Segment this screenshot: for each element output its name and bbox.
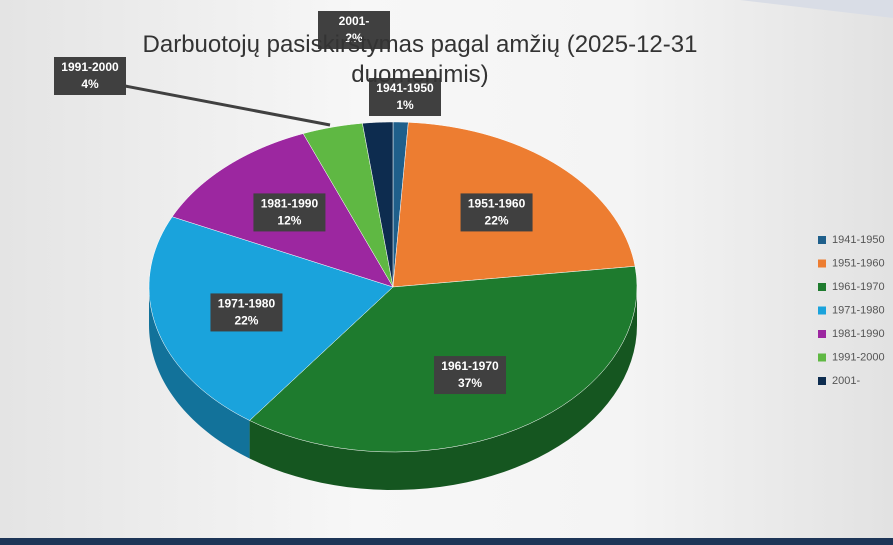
data-label-value: 22% — [234, 314, 258, 328]
data-label-value: 2% — [345, 31, 363, 45]
legend-swatch — [818, 353, 826, 362]
data-label-box — [253, 193, 326, 232]
data-label-category: 1971-1980 — [218, 297, 276, 311]
data-label-category: 1981-1990 — [261, 197, 319, 211]
legend-swatch — [818, 330, 826, 338]
data-label-value: 37% — [458, 376, 482, 390]
legend-swatch — [818, 377, 826, 385]
data-label-box — [318, 11, 390, 49]
data-label-category: 1951-1960 — [468, 197, 526, 211]
data-label-box — [460, 193, 533, 232]
corner-decoration — [740, 0, 893, 18]
legend-label: 1951-1960 — [832, 257, 885, 269]
legend-swatch — [818, 283, 826, 291]
data-label-box — [54, 57, 126, 95]
legend-label: 1981-1990 — [832, 328, 885, 340]
legend-swatch — [818, 306, 826, 315]
data-label-category: 1941-1950 — [376, 81, 434, 95]
data-label-box — [210, 293, 283, 332]
legend-label: 1961-1970 — [832, 281, 885, 293]
bottom-strip — [0, 538, 893, 545]
slice-side — [149, 287, 250, 459]
legend-label: 1971-1980 — [832, 304, 885, 316]
slice — [362, 121, 394, 288]
slice-side — [249, 287, 638, 490]
leader-line — [124, 84, 331, 127]
slice — [302, 123, 394, 288]
data-label-value: 12% — [277, 214, 301, 228]
data-label-value: 1% — [396, 98, 414, 112]
chart-title: Darbuotojų pasiskirstymas pagal amžių (2… — [142, 31, 698, 88]
data-label-box — [434, 356, 507, 395]
legend-swatch — [818, 236, 826, 244]
legend-swatch — [818, 259, 826, 268]
data-label-value: 4% — [81, 77, 99, 91]
legend-label: 1941-1950 — [832, 234, 885, 246]
data-label-category: 1991-2000 — [61, 60, 119, 74]
legend-label: 1991-2000 — [832, 351, 885, 363]
data-label-box — [369, 78, 441, 116]
data-label-category: 1961-1970 — [441, 359, 499, 373]
data-label-category: 2001- — [339, 14, 370, 28]
data-label-value: 22% — [485, 214, 509, 228]
legend-label: 2001- — [832, 375, 860, 387]
